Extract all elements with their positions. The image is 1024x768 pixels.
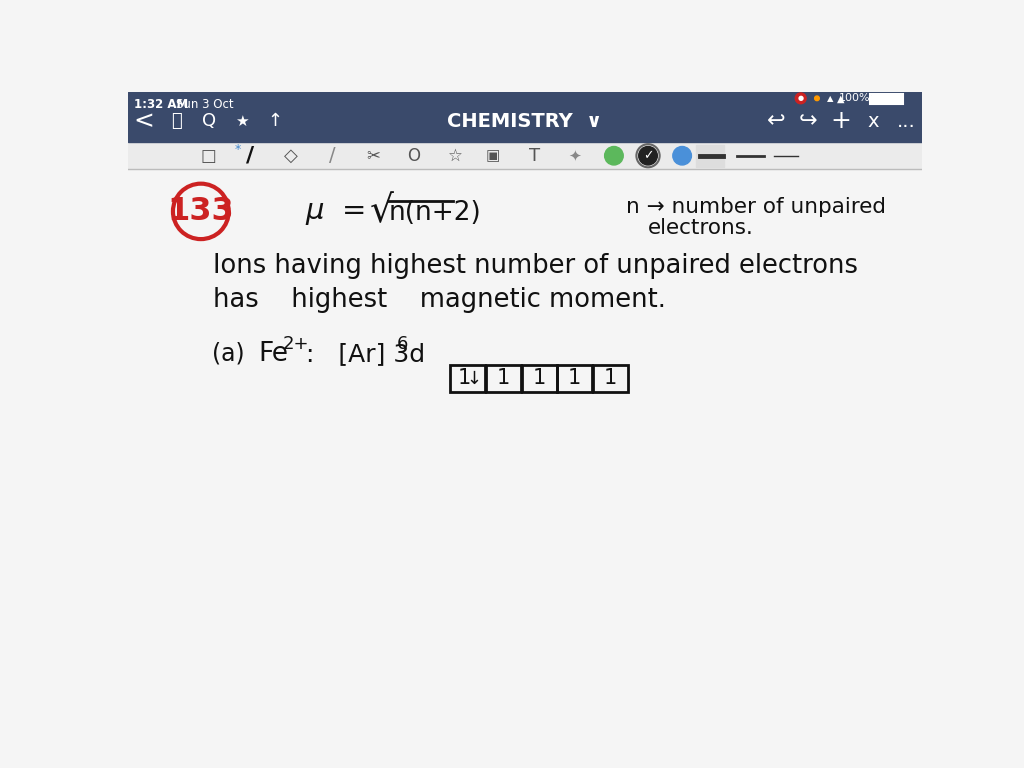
Text: ↪: ↪ [799, 111, 818, 131]
Text: 1: 1 [458, 369, 471, 389]
Bar [870, 94, 903, 104]
Text: +: + [830, 109, 851, 134]
Bar [486, 365, 521, 392]
Text: *: * [234, 143, 242, 156]
Bar [451, 365, 485, 392]
Text: 2+: 2+ [283, 335, 309, 353]
Text: :   [Ar] 3d: : [Ar] 3d [306, 342, 425, 366]
Text: ⧉: ⧉ [171, 112, 182, 131]
Text: ✦: ✦ [568, 148, 582, 164]
Text: ★: ★ [236, 114, 249, 129]
Text: Sun 3 Oct: Sun 3 Oct [176, 98, 233, 111]
Circle shape [815, 96, 819, 101]
Text: O: O [408, 147, 421, 164]
Text: T: T [528, 147, 540, 164]
Text: Q: Q [203, 112, 216, 131]
Text: ↑: ↑ [267, 112, 282, 131]
Bar [557, 365, 592, 392]
Text: x: x [867, 112, 880, 131]
Text: ✂: ✂ [366, 147, 380, 164]
Text: n(n+2): n(n+2) [388, 200, 481, 226]
Bar [871, 95, 902, 103]
Bar [521, 365, 557, 392]
Text: 1: 1 [497, 369, 510, 389]
Text: 1:32 AM: 1:32 AM [134, 98, 188, 111]
Text: 133: 133 [168, 196, 234, 227]
Text: (a): (a) [212, 342, 245, 366]
Text: ...: ... [897, 112, 915, 131]
Text: Ions having highest number of unpaired electrons: Ions having highest number of unpaired e… [213, 253, 858, 279]
Text: 1: 1 [604, 369, 617, 389]
Text: ▲: ▲ [838, 94, 845, 104]
Text: ▲: ▲ [827, 94, 834, 103]
Text: ✓: ✓ [643, 149, 653, 162]
Text: ●: ● [798, 95, 804, 101]
Circle shape [604, 147, 624, 165]
Text: 6: 6 [397, 335, 409, 353]
Text: n → number of unpaired: n → number of unpaired [627, 197, 887, 217]
Text: √: √ [370, 194, 393, 230]
Text: ◇: ◇ [284, 147, 298, 164]
Bar [128, 142, 922, 169]
Text: electrons.: electrons. [648, 217, 754, 237]
Text: μ  =: μ = [305, 197, 367, 225]
Circle shape [796, 93, 806, 104]
Text: <: < [133, 109, 154, 134]
Text: ▣: ▣ [485, 148, 500, 164]
Text: 1: 1 [568, 369, 582, 389]
Text: ↓: ↓ [467, 369, 481, 388]
Circle shape [673, 147, 691, 165]
Text: Fe: Fe [258, 341, 288, 367]
Text: 100%: 100% [839, 94, 870, 104]
Text: /: / [329, 146, 335, 165]
Text: CHEMISTRY  ∨: CHEMISTRY ∨ [447, 112, 602, 131]
Text: /: / [246, 146, 254, 166]
Bar [696, 145, 724, 167]
Circle shape [639, 147, 657, 165]
Bar [128, 92, 922, 142]
Text: has    highest    magnetic moment.: has highest magnetic moment. [213, 287, 667, 313]
Text: 1: 1 [532, 369, 546, 389]
Text: ☆: ☆ [447, 147, 463, 164]
Bar [593, 365, 628, 392]
Text: ↩: ↩ [767, 111, 785, 131]
Text: □: □ [201, 147, 216, 164]
